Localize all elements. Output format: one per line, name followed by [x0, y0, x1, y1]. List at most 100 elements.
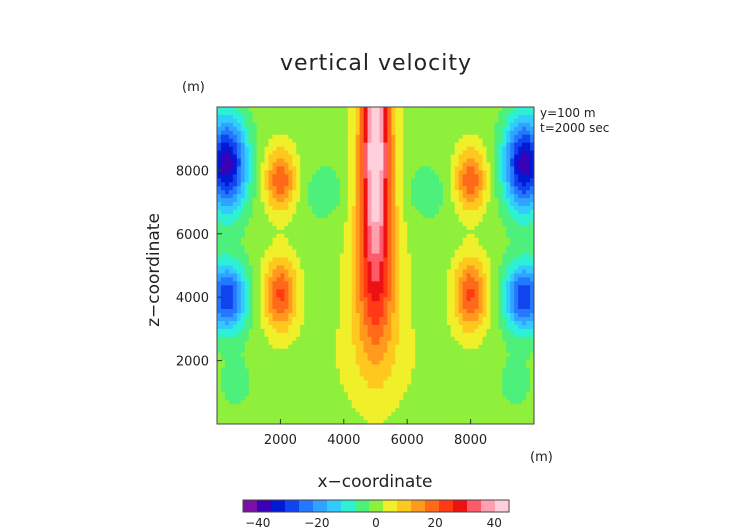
field-cell	[466, 297, 471, 302]
field-cell	[248, 206, 254, 211]
field-cell	[320, 237, 325, 243]
field-cell	[502, 277, 507, 282]
field-cell	[300, 134, 305, 140]
field-cell	[351, 320, 357, 326]
field-cell	[518, 217, 523, 223]
field-cell	[260, 340, 265, 346]
field-cell	[430, 138, 436, 144]
field-cell	[296, 309, 301, 314]
field-cell	[462, 198, 467, 203]
field-cell	[438, 138, 444, 144]
field-cell	[470, 269, 475, 274]
field-cell	[347, 170, 353, 175]
field-cell	[244, 174, 250, 179]
field-cell	[434, 229, 440, 235]
field-cell	[240, 178, 246, 183]
field-cell	[506, 237, 511, 243]
field-cell	[522, 281, 527, 286]
field-cell	[236, 154, 242, 159]
field-cell	[506, 253, 511, 258]
field-cell	[411, 340, 416, 346]
field-cell	[304, 213, 309, 219]
field-cell	[526, 261, 531, 266]
field-cell	[530, 261, 535, 266]
field-cell	[268, 265, 273, 270]
field-cell	[462, 344, 467, 350]
field-cell	[466, 107, 471, 112]
field-cell	[316, 344, 321, 350]
field-cell	[450, 150, 456, 155]
field-cell	[359, 217, 364, 223]
field-cell	[478, 241, 483, 247]
field-cell	[430, 178, 436, 183]
field-cell	[367, 150, 372, 155]
field-cell	[415, 213, 420, 219]
field-cell	[312, 324, 317, 330]
field-cell	[411, 142, 416, 147]
field-cell	[359, 126, 364, 132]
field-cell	[530, 285, 535, 290]
field-cell	[474, 162, 479, 167]
field-cell	[395, 134, 400, 140]
field-cell	[510, 178, 515, 183]
field-cell	[240, 134, 246, 140]
field-cell	[320, 249, 325, 254]
field-cell	[228, 313, 234, 318]
field-cell	[288, 328, 293, 334]
field-cell	[486, 340, 491, 346]
field-cell	[411, 118, 416, 124]
field-cell	[446, 202, 452, 207]
field-cell	[304, 190, 309, 195]
field-cell	[367, 158, 372, 163]
field-cell	[327, 320, 333, 326]
field-cell	[450, 206, 456, 211]
field-cell	[438, 158, 444, 163]
field-cell	[244, 285, 250, 290]
field-cell	[228, 150, 234, 155]
field-cell	[462, 146, 467, 151]
field-cell	[387, 158, 392, 163]
field-cell	[442, 130, 448, 136]
field-cell	[248, 273, 254, 278]
field-cell	[339, 210, 345, 215]
field-cell	[308, 138, 313, 144]
field-cell	[312, 118, 317, 124]
field-cell	[399, 126, 404, 132]
field-cell	[522, 301, 527, 306]
field-cell	[375, 107, 380, 112]
field-cell	[217, 122, 222, 128]
field-cell	[470, 261, 475, 266]
field-cell	[478, 210, 483, 215]
field-cell	[232, 225, 238, 231]
field-cell	[526, 198, 531, 203]
field-cell	[411, 198, 416, 203]
field-cell	[343, 225, 349, 231]
field-cell	[510, 126, 515, 132]
field-cell	[224, 257, 230, 262]
field-cell	[367, 126, 372, 132]
field-cell	[264, 166, 269, 171]
field-cell	[260, 150, 265, 155]
field-cell	[363, 237, 368, 243]
field-cell	[236, 332, 242, 338]
field-cell	[244, 221, 250, 227]
field-cell	[331, 317, 337, 322]
field-cell	[296, 241, 301, 247]
field-cell	[526, 110, 531, 116]
field-cell	[427, 170, 432, 175]
field-cell	[217, 245, 222, 250]
field-cell	[514, 110, 519, 116]
field-cell	[450, 273, 456, 278]
field-cell	[522, 340, 527, 346]
field-cell	[312, 122, 317, 128]
field-cell	[268, 229, 273, 235]
field-cell	[470, 158, 475, 163]
field-cell	[236, 162, 242, 167]
field-cell	[526, 320, 531, 326]
field-cell	[419, 217, 424, 223]
field-cell	[335, 348, 341, 354]
field-cell	[379, 107, 384, 112]
field-cell	[478, 305, 483, 310]
field-cell	[308, 332, 313, 338]
field-cell	[522, 233, 527, 239]
